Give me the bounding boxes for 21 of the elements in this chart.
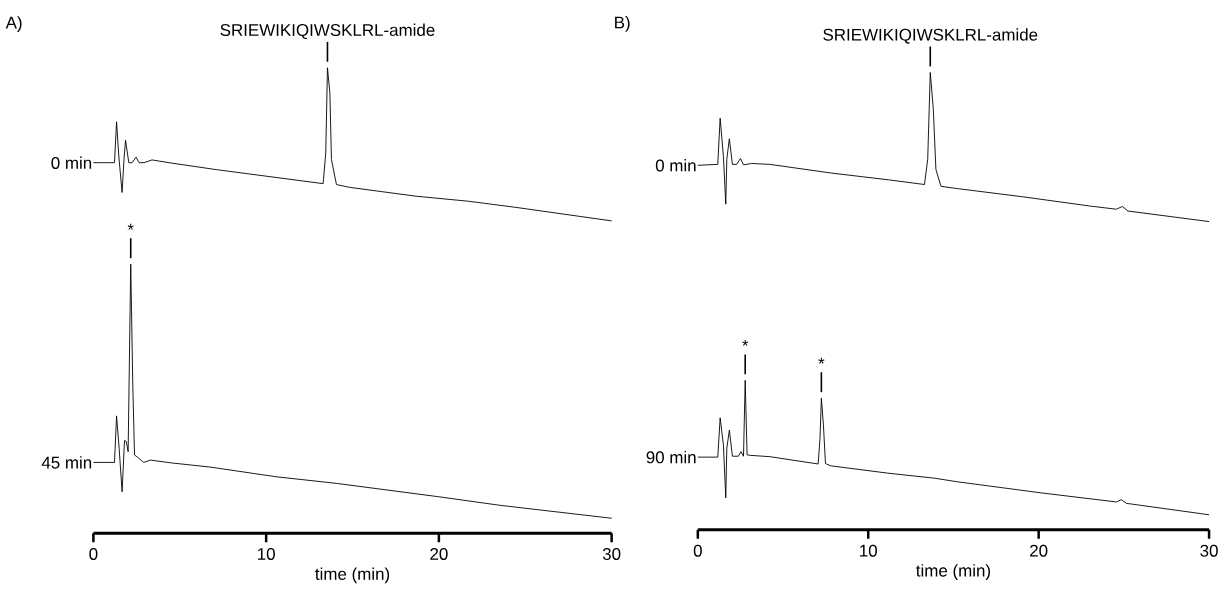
chart-title: A): [5, 16, 22, 33]
annotation: *: [127, 223, 134, 230]
x-tick-label: 30: [602, 547, 621, 560]
annotation: *: [818, 357, 825, 364]
x-axis-title: time (min): [916, 564, 991, 580]
x-tick-label: 0: [89, 547, 98, 560]
x-tick-label: 20: [1030, 544, 1048, 557]
series-label: 45 min: [41, 456, 92, 469]
x-tick-label: 0: [693, 544, 702, 557]
x-axis-title: time (min): [315, 567, 390, 584]
x-tick-label: 10: [860, 544, 878, 557]
series-label: 90 min: [646, 450, 696, 464]
x-tick-label: 20: [430, 547, 448, 560]
series-label: 0 min: [51, 156, 92, 169]
chart-title: B): [615, 16, 630, 32]
annotation: SRIEWIKIQIWSKLRL-amide: [220, 23, 435, 40]
annotation: *: [742, 339, 749, 346]
series-label: 0 min: [655, 159, 696, 172]
annotation: SRIEWIKIQIWSKLRL-amide: [823, 28, 1038, 44]
x-tick-label: 10: [258, 547, 275, 560]
x-tick-label: 30: [1200, 544, 1218, 557]
